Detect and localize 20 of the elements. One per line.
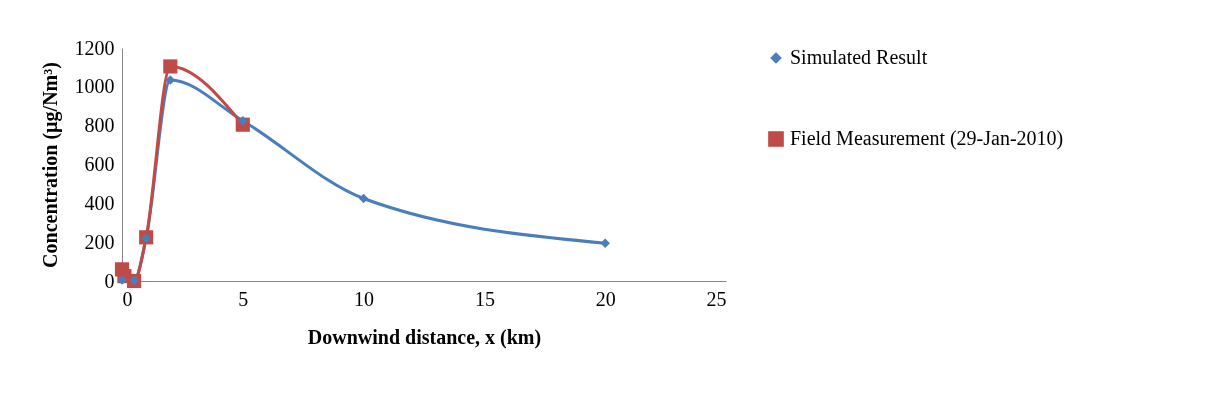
y-tick-label: 0 xyxy=(104,269,115,292)
y-tick-label: 400 xyxy=(84,191,115,214)
point xyxy=(358,193,369,204)
y-axis-title: Concentration (µg/Nm³) xyxy=(38,62,62,268)
x-tick-label: 0 xyxy=(122,287,133,310)
point xyxy=(600,238,610,248)
y-tick-label: 800 xyxy=(84,114,115,137)
x-tick-label: 5 xyxy=(238,287,249,310)
x-tick-label: 15 xyxy=(474,287,495,310)
legend-label: Field Measurement (29-Jan-2010) xyxy=(790,127,1064,150)
y-tick-label: 200 xyxy=(84,230,115,253)
x-tick-label: 25 xyxy=(706,287,727,310)
point xyxy=(163,59,178,74)
legend-label: Simulated Result xyxy=(790,46,928,68)
x-axis-title: Downwind distance, x (km) xyxy=(307,325,542,349)
y-tick-label: 1000 xyxy=(74,75,115,98)
y-tick-label: 1200 xyxy=(74,36,115,59)
x-tick-label: 10 xyxy=(354,287,375,310)
y-tick-label: 600 xyxy=(84,153,115,175)
x-tick-label: 20 xyxy=(595,287,616,310)
